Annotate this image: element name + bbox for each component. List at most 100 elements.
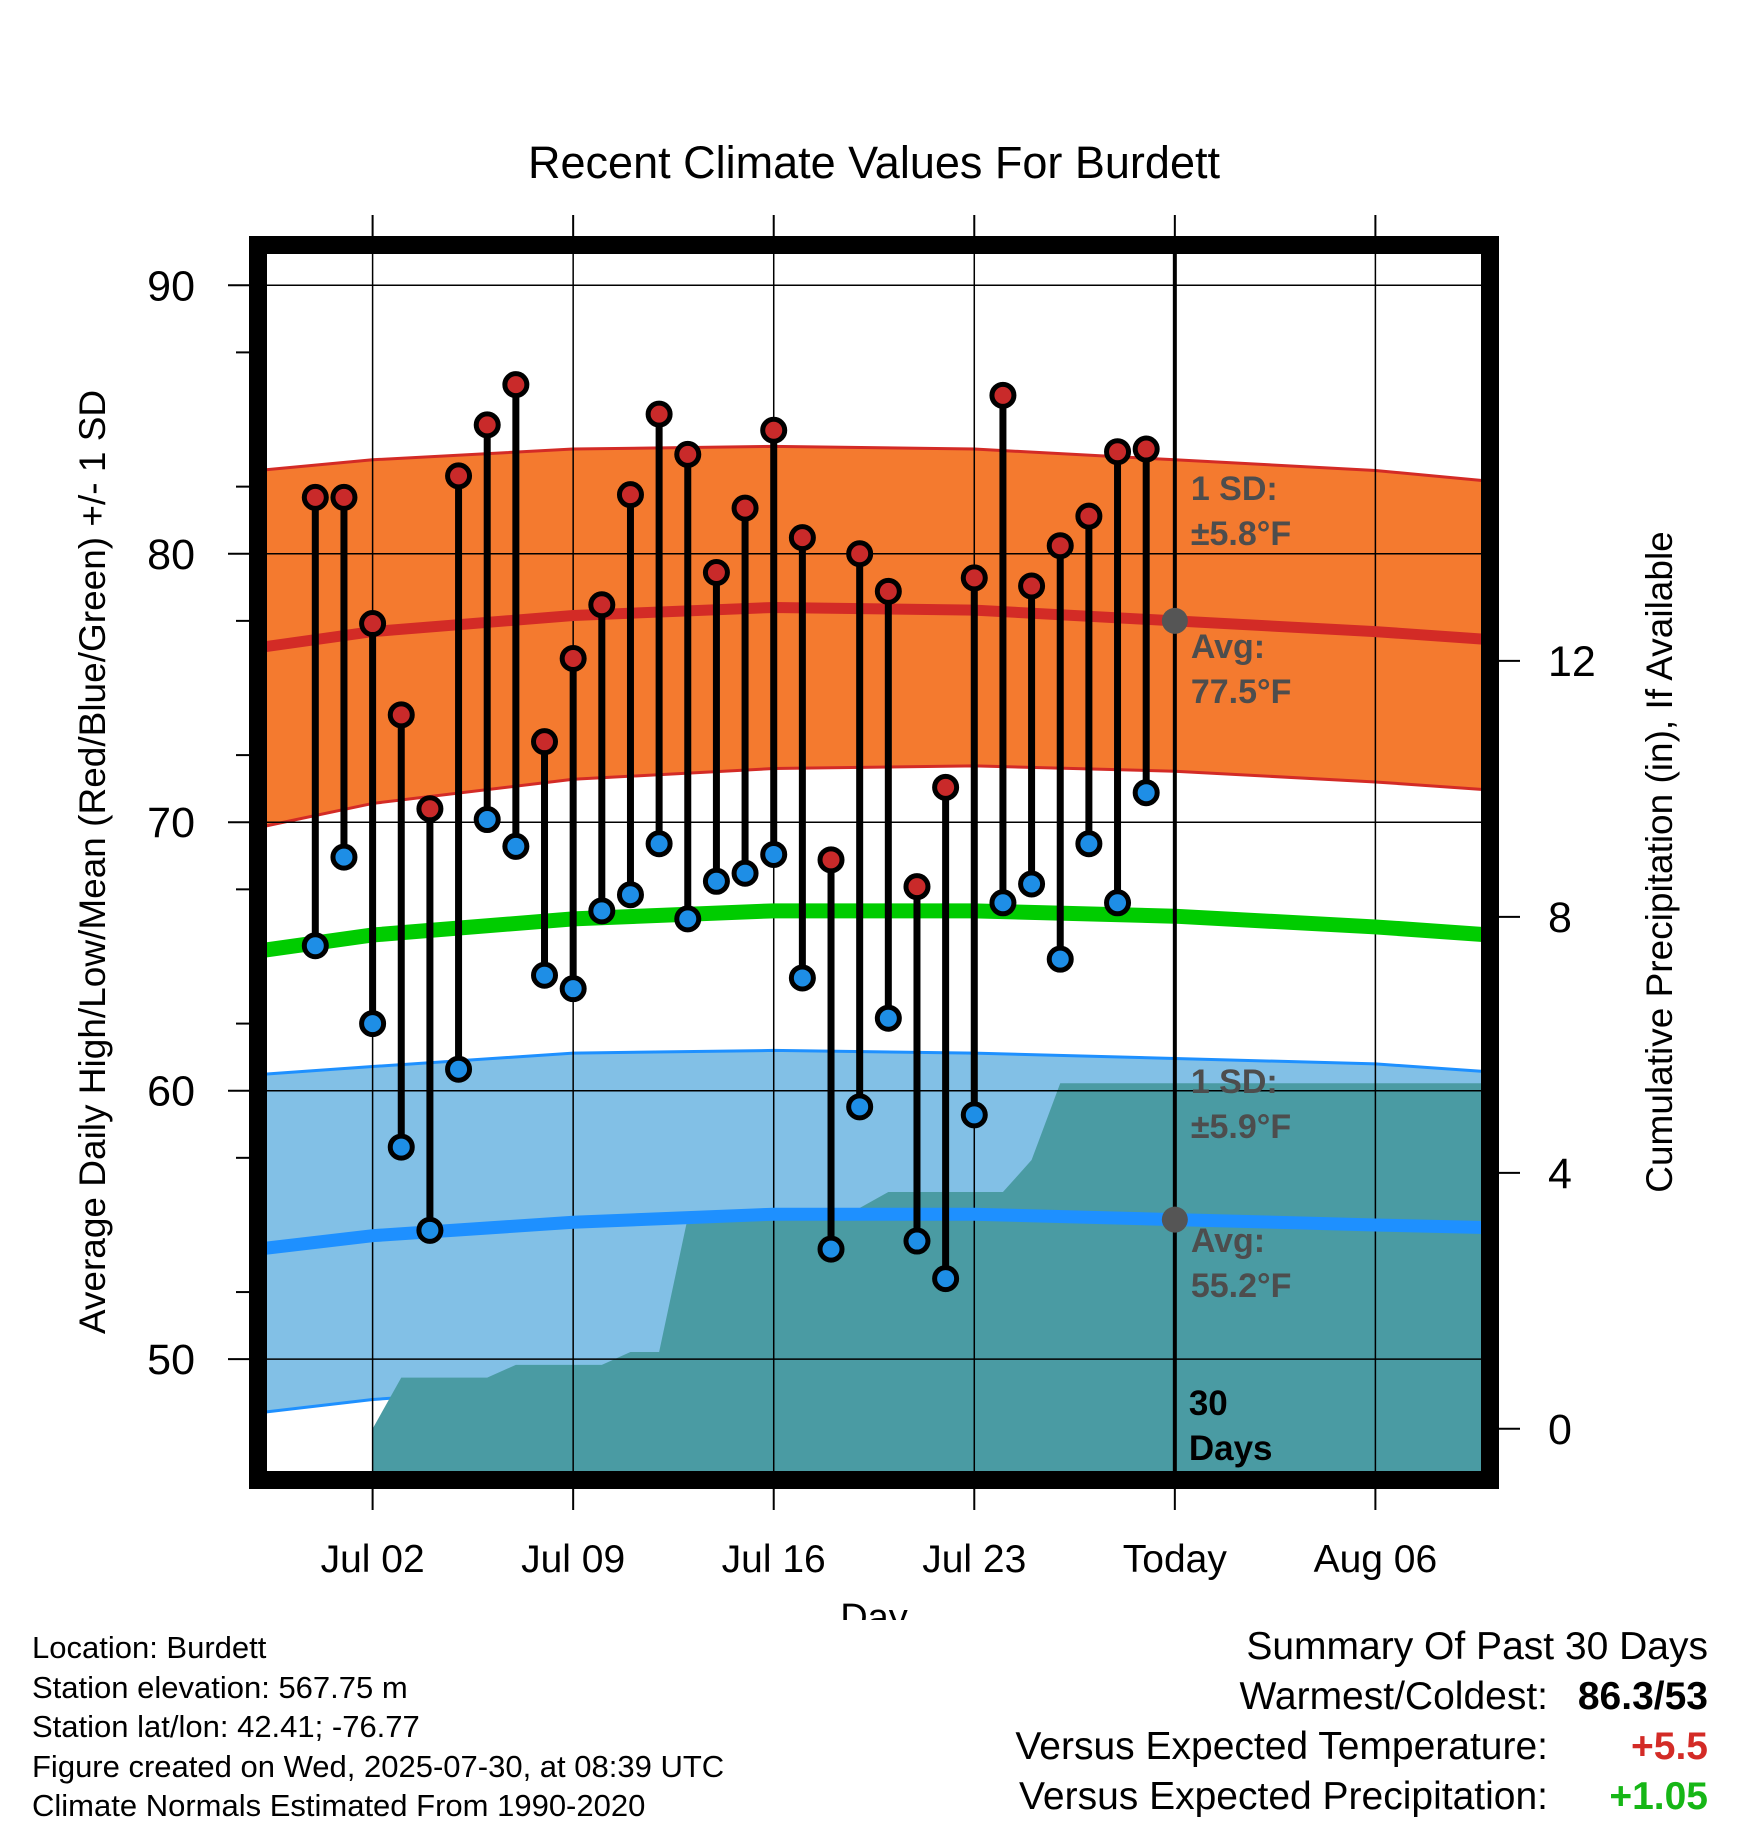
low-sd-value: ±5.9°F xyxy=(1191,1108,1291,1146)
daily-low-point xyxy=(1132,779,1160,807)
daily-low-point xyxy=(387,1133,415,1161)
daily-low-point xyxy=(359,1010,387,1038)
y-tick-label: 90 xyxy=(147,262,195,310)
high-sd-band xyxy=(258,446,1490,828)
low-sd-upper-edge xyxy=(257,1048,1491,1077)
daily-high-point xyxy=(932,773,960,801)
climate-normals-period: Climate Normals Estimated From 1990-2020 xyxy=(32,1788,646,1823)
daily-low-point xyxy=(559,975,587,1003)
climate-chart: Recent Climate Values For Burdett 1 SD: ±… xyxy=(72,137,1680,1620)
precip-label: Versus Expected Precipitation: xyxy=(1019,1775,1548,1818)
daily-low-point xyxy=(473,806,501,834)
daily-high-point xyxy=(1018,572,1046,600)
daily-low-point xyxy=(989,889,1017,917)
high-sd-upper-edge xyxy=(257,444,1491,483)
daily-high-point xyxy=(531,728,559,756)
warmest-coldest-value: 86.3/53 xyxy=(1577,1675,1708,1718)
y-axis-label: Average Daily High/Low/Mean (Red/Blue/Gr… xyxy=(72,390,113,1334)
daily-high-point xyxy=(702,559,730,587)
warmest-value: 86.3 xyxy=(1577,1675,1654,1718)
high-avg-label: Avg: xyxy=(1191,628,1265,666)
today-low-avg-marker xyxy=(1161,1206,1188,1233)
y2-tick-label: 0 xyxy=(1548,1406,1572,1454)
precip-value: +1.05 xyxy=(1609,1775,1708,1818)
mean-avg-line xyxy=(256,903,1491,959)
today-window-label-number: 30 xyxy=(1189,1384,1228,1423)
coldest-value: 53 xyxy=(1664,1675,1708,1718)
daily-high-point xyxy=(874,577,902,605)
daily-high-point xyxy=(760,416,788,444)
x-tick-label: Today xyxy=(1123,1538,1228,1581)
temp-label: Versus Expected Temperature: xyxy=(1015,1725,1548,1768)
daily-low-point xyxy=(1046,945,1074,973)
daily-high-point xyxy=(559,644,587,672)
x-tick-label: Jul 16 xyxy=(722,1538,826,1581)
high-sd-value: ±5.8°F xyxy=(1191,515,1291,553)
daily-low-point xyxy=(1104,889,1132,917)
x-tick-label: Aug 06 xyxy=(1314,1538,1438,1581)
x-tick-label: Jul 02 xyxy=(321,1538,425,1581)
daily-low-point xyxy=(731,859,759,887)
summary-temp: Versus Expected Temperature: +5.5 xyxy=(1015,1722,1708,1772)
y-tick-label: 50 xyxy=(147,1336,195,1384)
daily-high-point xyxy=(616,481,644,509)
daily-low-point xyxy=(416,1216,444,1244)
daily-high-point xyxy=(473,411,501,439)
figure-created: Figure created on Wed, 2025-07-30, at 08… xyxy=(32,1748,725,1784)
daily-high-point xyxy=(387,701,415,729)
daily-high-point xyxy=(846,540,874,568)
station-info: Location: Burdett Station elevation: 567… xyxy=(32,1628,724,1826)
low-avg-label: Avg: xyxy=(1191,1222,1265,1260)
daily-high-point xyxy=(960,564,988,592)
daily-low-point xyxy=(1075,830,1103,858)
daily-low-point xyxy=(702,867,730,895)
daily-high-point xyxy=(359,610,387,638)
summary-precip: Versus Expected Precipitation: +1.05 xyxy=(1015,1772,1708,1822)
low-avg-line xyxy=(257,1207,1491,1256)
temp-value: +5.5 xyxy=(1631,1725,1708,1768)
daily-low-point xyxy=(531,961,559,989)
daily-low-point xyxy=(903,1227,931,1255)
y2-tick-label: 12 xyxy=(1548,638,1596,686)
daily-high-point xyxy=(588,591,616,619)
y-tick-label: 80 xyxy=(147,531,195,579)
daily-low-point xyxy=(301,932,329,960)
daily-high-point xyxy=(1075,502,1103,530)
daily-high-point xyxy=(445,462,473,490)
warmest-coldest-label: Warmest/Coldest: xyxy=(1239,1675,1548,1718)
daily-high-point xyxy=(903,873,931,901)
y2-tick-label: 8 xyxy=(1548,894,1572,942)
low-avg-value: 55.2°F xyxy=(1191,1267,1292,1305)
daily-low-point xyxy=(760,840,788,868)
daily-low-point xyxy=(330,843,358,871)
daily-low-point xyxy=(874,1004,902,1032)
low-sd-label: 1 SD: xyxy=(1191,1063,1278,1101)
daily-low-point xyxy=(846,1093,874,1121)
high-avg-value: 77.5°F xyxy=(1191,673,1292,711)
x-tick-label: Jul 23 xyxy=(922,1538,1026,1581)
daily-low-point xyxy=(788,964,816,992)
station-elevation: Station elevation: 567.75 m xyxy=(32,1669,408,1705)
daily-high-point xyxy=(788,524,816,552)
high-sd-lower-edge xyxy=(257,764,1491,830)
daily-high-point xyxy=(1104,438,1132,466)
summary-title: Summary Of Past 30 Days xyxy=(1246,1625,1708,1668)
daily-low-point xyxy=(502,832,530,860)
daily-high-point xyxy=(674,440,702,468)
daily-low-point xyxy=(817,1235,845,1263)
daily-high-point xyxy=(817,846,845,874)
chart-title: Recent Climate Values For Burdett xyxy=(528,137,1220,188)
daily-high-point xyxy=(1132,435,1160,463)
daily-low-point xyxy=(1018,870,1046,898)
today-high-avg-marker xyxy=(1161,607,1188,634)
daily-high-point xyxy=(1046,532,1074,560)
daily-high-point xyxy=(301,483,329,511)
daily-high-point xyxy=(645,400,673,428)
y-tick-label: 60 xyxy=(147,1068,195,1116)
cumulative-precip-area xyxy=(372,1083,1491,1480)
high-avg-line xyxy=(257,601,1491,654)
daily-high-point xyxy=(989,381,1017,409)
daily-low-point xyxy=(674,905,702,933)
daily-low-point xyxy=(960,1101,988,1129)
daily-high-point xyxy=(330,483,358,511)
